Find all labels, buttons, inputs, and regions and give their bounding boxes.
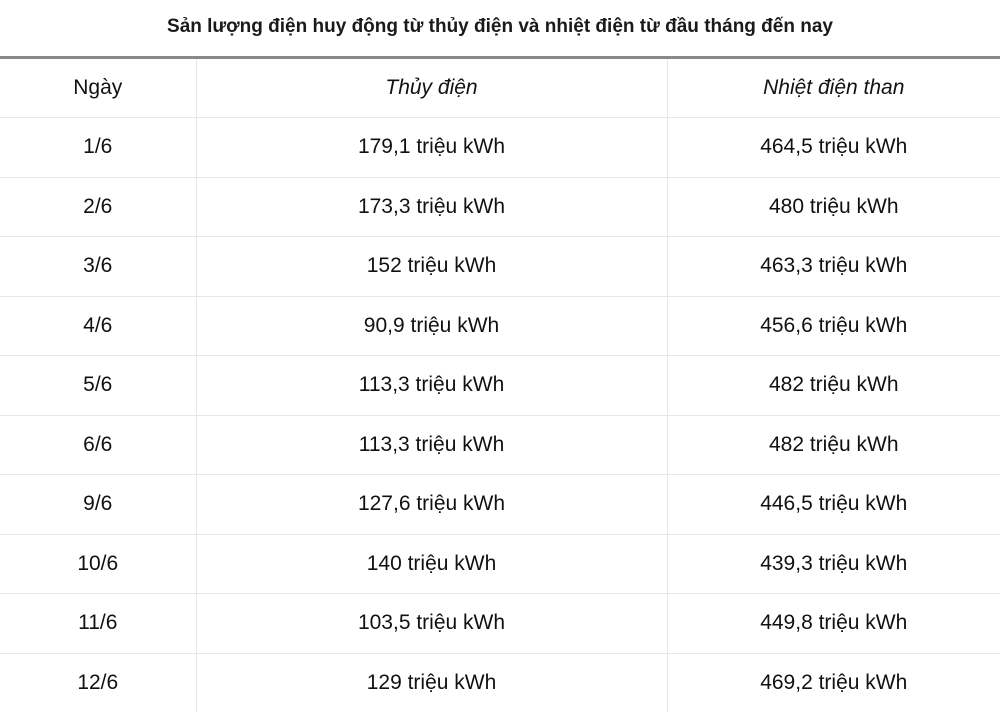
column-header-coal-thermal: Nhiệt điện than [667, 59, 1000, 118]
table-title: Sản lượng điện huy động từ thủy điện và … [0, 0, 1000, 56]
cell-hydro: 179,1 triệu kWh [196, 118, 667, 178]
column-header-date: Ngày [0, 59, 196, 118]
cell-coal-thermal: 482 triệu kWh [667, 356, 1000, 416]
cell-date: 5/6 [0, 356, 196, 416]
cell-coal-thermal: 469,2 triệu kWh [667, 653, 1000, 712]
cell-date: 10/6 [0, 534, 196, 594]
cell-hydro: 113,3 triệu kWh [196, 356, 667, 416]
cell-coal-thermal: 464,5 triệu kWh [667, 118, 1000, 178]
cell-coal-thermal: 480 triệu kWh [667, 177, 1000, 237]
cell-hydro: 127,6 triệu kWh [196, 475, 667, 535]
cell-date: 3/6 [0, 237, 196, 297]
cell-date: 6/6 [0, 415, 196, 475]
cell-hydro: 173,3 triệu kWh [196, 177, 667, 237]
cell-date: 2/6 [0, 177, 196, 237]
cell-date: 1/6 [0, 118, 196, 178]
cell-coal-thermal: 463,3 triệu kWh [667, 237, 1000, 297]
cell-date: 4/6 [0, 296, 196, 356]
cell-hydro: 129 triệu kWh [196, 653, 667, 712]
cell-coal-thermal: 456,6 triệu kWh [667, 296, 1000, 356]
header-row: Ngày Thủy điện Nhiệt điện than [0, 59, 1000, 118]
cell-hydro: 113,3 triệu kWh [196, 415, 667, 475]
cell-coal-thermal: 449,8 triệu kWh [667, 594, 1000, 654]
cell-hydro: 90,9 triệu kWh [196, 296, 667, 356]
cell-coal-thermal: 446,5 triệu kWh [667, 475, 1000, 535]
cell-hydro: 103,5 triệu kWh [196, 594, 667, 654]
cell-coal-thermal: 482 triệu kWh [667, 415, 1000, 475]
cell-coal-thermal: 439,3 triệu kWh [667, 534, 1000, 594]
cell-date: 11/6 [0, 594, 196, 654]
cell-date: 9/6 [0, 475, 196, 535]
cell-hydro: 152 triệu kWh [196, 237, 667, 297]
column-header-hydro: Thủy điện [196, 59, 667, 118]
cell-date: 12/6 [0, 653, 196, 712]
cell-hydro: 140 triệu kWh [196, 534, 667, 594]
